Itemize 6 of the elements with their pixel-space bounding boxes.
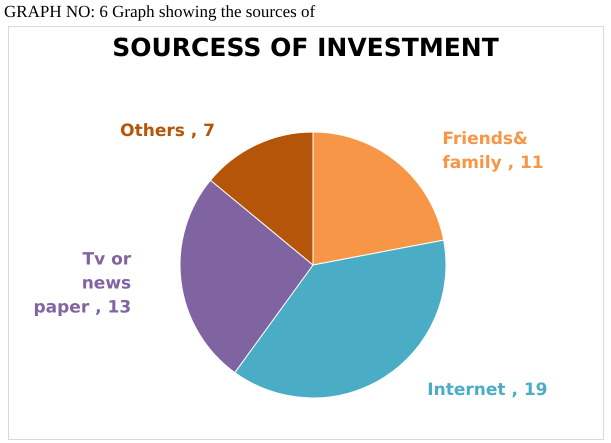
- chart-title: SOURCESS OF INVESTMENT: [112, 33, 499, 62]
- slice-label: Tv or news paper , 13: [33, 250, 132, 318]
- slice-label: Others , 7: [120, 121, 215, 142]
- slice-label: Internet , 19: [427, 380, 548, 400]
- text: GRAPH NO: 6 Graph showing the sources of: [4, 2, 316, 22]
- slice-label: Friends& family , 11: [442, 128, 544, 173]
